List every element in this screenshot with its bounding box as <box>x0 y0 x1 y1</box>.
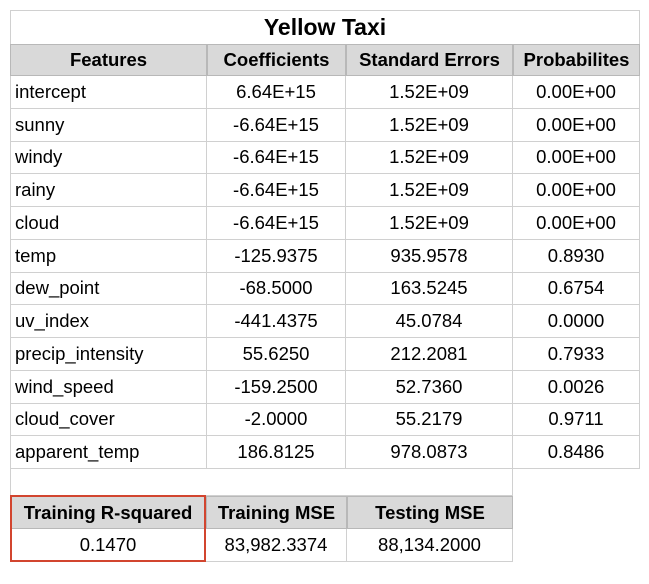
feature-name: sunny <box>10 108 207 142</box>
spacer-row <box>10 469 513 496</box>
probability-value: 0.00E+00 <box>513 174 640 207</box>
header-features: Features <box>10 44 207 76</box>
header-coefficients: Coefficients <box>207 44 346 76</box>
coefficient-value: -2.0000 <box>207 403 346 437</box>
probability-value: 0.7933 <box>513 338 640 371</box>
probability-value: 0.0026 <box>513 370 640 404</box>
standard-error-value: 1.52E+09 <box>346 108 513 142</box>
coefficient-value: -125.9375 <box>207 239 346 273</box>
coefficient-value: -441.4375 <box>207 305 346 338</box>
header-standard-errors: Standard Errors <box>346 44 513 76</box>
coefficient-value: -159.2500 <box>207 370 346 404</box>
coefficient-value: -6.64E+15 <box>207 141 346 175</box>
feature-name: windy <box>10 141 207 175</box>
feature-name: intercept <box>10 76 207 109</box>
training-mse-value: 83,982.3374 <box>206 529 347 562</box>
header-probabilities: Probabilites <box>513 44 640 76</box>
probability-value: 0.6754 <box>513 272 640 306</box>
feature-name: rainy <box>10 174 207 207</box>
summary-header-training-r-squared: Training R-squared <box>10 496 206 529</box>
standard-error-value: 1.52E+09 <box>346 207 513 240</box>
standard-error-value: 212.2081 <box>346 338 513 371</box>
table-title: Yellow Taxi <box>10 10 640 44</box>
probability-value: 0.00E+00 <box>513 141 640 175</box>
standard-error-value: 163.5245 <box>346 272 513 306</box>
feature-name: wind_speed <box>10 370 207 404</box>
summary-header-training-mse: Training MSE <box>206 496 347 529</box>
probability-value: 0.8930 <box>513 239 640 273</box>
coefficient-value: 186.8125 <box>207 436 346 469</box>
yellow-taxi-table: Yellow Taxi Features Coefficients Standard… <box>10 10 640 571</box>
standard-error-value: 935.9578 <box>346 239 513 273</box>
coefficient-value: -6.64E+15 <box>207 207 346 240</box>
probability-value: 0.00E+00 <box>513 76 640 109</box>
testing-mse-value: 88,134.2000 <box>347 529 513 562</box>
training-r-squared-value: 0.1470 <box>10 529 206 562</box>
feature-name: temp <box>10 239 207 273</box>
standard-error-value: 52.7360 <box>346 370 513 404</box>
coefficient-value: -68.5000 <box>207 272 346 306</box>
coefficient-value: 55.6250 <box>207 338 346 371</box>
coefficient-value: 6.64E+15 <box>207 76 346 109</box>
probability-value: 0.8486 <box>513 436 640 469</box>
standard-error-value: 45.0784 <box>346 305 513 338</box>
feature-name: uv_index <box>10 305 207 338</box>
coefficient-value: -6.64E+15 <box>207 174 346 207</box>
standard-error-value: 55.2179 <box>346 403 513 437</box>
feature-name: cloud <box>10 207 207 240</box>
probability-value: 0.0000 <box>513 305 640 338</box>
feature-name: precip_intensity <box>10 338 207 371</box>
feature-name: cloud_cover <box>10 403 207 437</box>
standard-error-value: 1.52E+09 <box>346 174 513 207</box>
feature-name: apparent_temp <box>10 436 207 469</box>
probability-value: 0.9711 <box>513 403 640 437</box>
summary-header-testing-mse: Testing MSE <box>347 496 513 529</box>
standard-error-value: 1.52E+09 <box>346 76 513 109</box>
standard-error-value: 1.52E+09 <box>346 141 513 175</box>
probability-value: 0.00E+00 <box>513 207 640 240</box>
coefficient-value: -6.64E+15 <box>207 108 346 142</box>
probability-value: 0.00E+00 <box>513 108 640 142</box>
standard-error-value: 978.0873 <box>346 436 513 469</box>
feature-name: dew_point <box>10 272 207 306</box>
